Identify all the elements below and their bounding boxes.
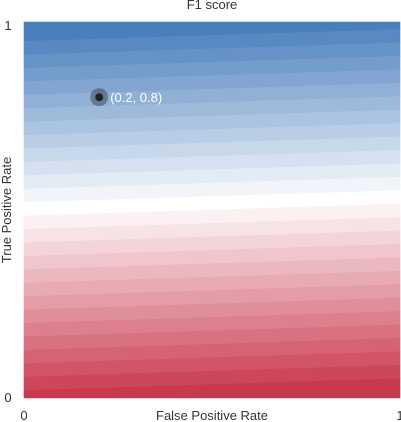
y-tick-top: 1 bbox=[4, 18, 11, 33]
contour-bands bbox=[23, 21, 401, 399]
contour-band bbox=[23, 378, 401, 399]
y-tick-bottom: 0 bbox=[4, 390, 11, 405]
y-axis-label: True Positive Rate bbox=[0, 157, 14, 263]
chart-title: F1 score bbox=[187, 0, 238, 12]
x-tick-right: 1 bbox=[396, 408, 401, 422]
x-axis-label: False Positive Rate bbox=[156, 408, 268, 422]
data-point-label: (0.2, 0.8) bbox=[110, 90, 162, 105]
x-tick-left: 0 bbox=[20, 408, 27, 422]
data-point[interactable] bbox=[95, 93, 104, 102]
